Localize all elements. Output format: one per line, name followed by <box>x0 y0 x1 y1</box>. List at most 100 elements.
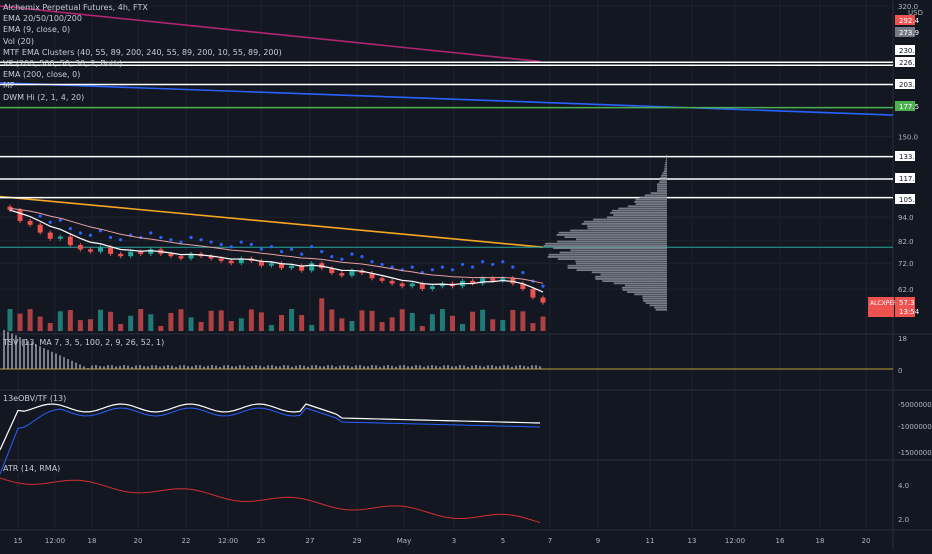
candle-body <box>349 270 355 276</box>
legend-dwm-hi[interactable]: DWM Hi (2, 1, 4, 20) <box>3 92 85 102</box>
price-pane[interactable] <box>0 5 894 311</box>
candle-body <box>208 256 214 259</box>
price-label-text: 117.3 <box>899 175 919 183</box>
legend-volume[interactable]: Vol (20) <box>3 36 34 46</box>
last-price-label: 57.3 <box>899 299 915 307</box>
candle-body <box>268 263 274 266</box>
ema-cluster-dot <box>430 268 434 272</box>
last-price-tag <box>895 297 915 317</box>
price-label-text: 105.3 <box>899 196 919 204</box>
price-label-text: 292.4 <box>899 17 920 25</box>
candle-body <box>520 283 526 289</box>
ema-cluster-dot <box>259 247 264 251</box>
candle-body <box>329 268 335 274</box>
volume-profile-bar <box>665 159 667 162</box>
time-tick-label: 7 <box>548 537 552 545</box>
volume-profile-bar <box>613 282 667 285</box>
volume-profile-bar <box>655 308 667 311</box>
volume-profile-bar <box>664 163 667 166</box>
volume-profile-bar <box>657 185 667 188</box>
price-label-text: 203.0 <box>899 81 919 89</box>
legend-volume-profile[interactable]: VP (200, 500, 50, 30, 2, Both) <box>3 58 123 68</box>
legend-ema-200[interactable]: EMA (200, close, 0) <box>3 70 81 80</box>
volume-bar <box>279 314 285 331</box>
obv-legend[interactable]: 13eOBV/TF (13) <box>3 394 67 403</box>
volume-bar <box>359 310 365 331</box>
ema-cluster-dot <box>541 284 545 288</box>
volume-bar <box>449 315 455 331</box>
candle-body <box>57 236 63 239</box>
ema-cluster-dot <box>511 265 515 269</box>
volume-profile-bar <box>660 176 667 179</box>
tsv-legend[interactable]: TSV (13, MA 7, 3, 5, 100, 2, 9, 26, 52, … <box>3 338 165 347</box>
volume-profile-bar <box>618 207 667 210</box>
time-tick-label: 16 <box>776 537 785 545</box>
ema-cluster-dot <box>330 255 334 259</box>
ema-cluster-dot <box>199 238 203 242</box>
volume-bar <box>399 309 405 331</box>
volume-profile-bar <box>557 258 667 261</box>
volume-bar <box>530 323 536 331</box>
candle-body <box>168 253 174 257</box>
price-tick-label: 320.0 <box>898 3 918 11</box>
time-axis[interactable]: 15 12:00 18 20 22 12:00 25 27 29 May 3 5 7 9 11 13 12:00… <box>14 537 871 545</box>
obv-pane[interactable] <box>0 403 541 475</box>
candle-body <box>289 265 295 269</box>
legend-mtf-ema-clusters[interactable]: MTF EMA Clusters (40, 55, 89, 200, 240, … <box>3 47 282 57</box>
volume-bar <box>500 320 506 331</box>
volume-profile-bar <box>645 302 667 305</box>
candle-body <box>379 278 385 281</box>
volume-profile-bar <box>575 260 667 263</box>
pane-tick-label: -5000000.0 <box>898 401 932 409</box>
volume-profile-bar <box>591 271 667 274</box>
volume-bar <box>319 298 325 331</box>
candle-body <box>87 249 93 252</box>
candle-body <box>439 283 445 287</box>
pane-tick-label: 2.0 <box>898 516 909 524</box>
candle-body <box>369 273 375 279</box>
candle-body <box>67 236 73 246</box>
legend-ema-20-50-100-200[interactable]: EMA 20/50/100/200 <box>3 14 82 24</box>
volume-bar <box>158 325 164 331</box>
atr-legend[interactable]: ATR (14, RMA) <box>3 464 61 473</box>
candle-body <box>470 280 476 284</box>
volume-profile-bar <box>556 234 667 236</box>
ema-line <box>0 5 541 63</box>
ema-cluster-dot <box>410 265 414 269</box>
price-label-box <box>895 101 915 111</box>
volume-profile-bar <box>661 174 667 177</box>
ema-cluster-dot <box>239 240 243 244</box>
price-label-text: 133.6 <box>899 153 920 161</box>
price-label-box <box>895 151 915 161</box>
legend-mp[interactable]: MP <box>3 81 15 91</box>
volume-profile-bar <box>663 170 667 173</box>
pane-tick-label: -15000000.0 <box>898 449 932 457</box>
volume-bar <box>329 309 335 331</box>
volume-profile-bar <box>642 295 667 298</box>
candle-body <box>77 245 83 250</box>
candle-body <box>339 273 345 276</box>
candle-body <box>480 278 486 284</box>
volume-profile-bar <box>567 264 667 267</box>
time-tick-label: 25 <box>257 537 266 545</box>
ema-cluster-dot <box>179 240 183 244</box>
atr-pane[interactable] <box>0 477 541 524</box>
volume-profile-bar <box>642 297 667 300</box>
time-tick-label: 22 <box>182 537 191 545</box>
candle-body <box>258 260 264 266</box>
candle-body <box>419 283 425 289</box>
ema-cluster-dot <box>521 270 525 275</box>
candle-body <box>530 289 536 298</box>
volume-profile-bar <box>662 172 667 175</box>
ema-cluster-dot <box>98 229 103 233</box>
chart-title[interactable]: Alchemix Perpetual Futures, 4h, FTX <box>3 3 148 12</box>
ema-cluster-dot <box>350 252 354 256</box>
legend-ema-9[interactable]: EMA (9, close, 0) <box>3 25 71 35</box>
tsv-pane[interactable] <box>0 329 893 370</box>
ema-cluster-dot <box>249 242 253 247</box>
volume-bar <box>148 314 154 331</box>
volume-profile-bar <box>611 209 667 212</box>
price-axis[interactable]: 320.0 150.0 94.0 82.0 72.0 62.0 292.4 273.9 230.… <box>868 3 932 524</box>
